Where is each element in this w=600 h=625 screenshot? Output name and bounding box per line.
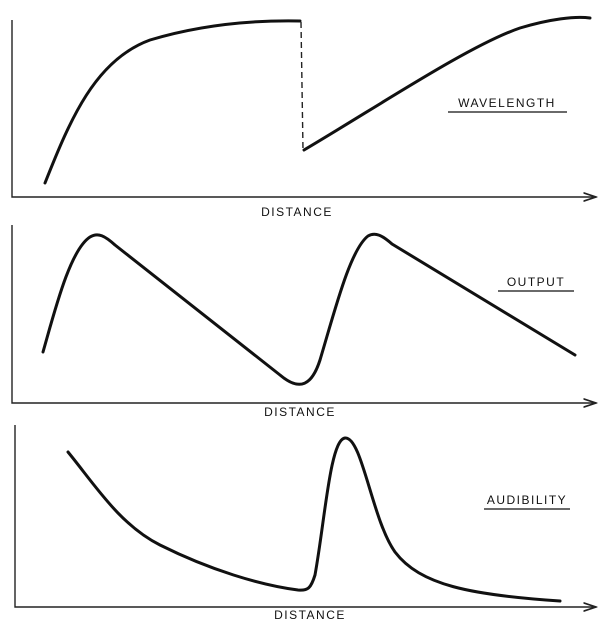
curve [302,15,592,152]
axes [14,425,596,607]
curve [66,436,562,603]
curve-label: OUTPUT [507,275,565,289]
curve [41,232,577,386]
curve [43,19,302,185]
x-axis-label: DISTANCE [264,405,336,419]
panel-wavelength: WAVELENGTH DISTANCE [11,15,596,219]
curve-label: AUDIBILITY [487,493,567,507]
x-axis-label: DISTANCE [261,205,333,219]
curve-label: WAVELENGTH [458,96,556,110]
axes [11,225,596,403]
dashed-drop [300,21,304,151]
panel-output: OUTPUT DISTANCE [11,225,596,419]
axes [11,20,596,197]
panel-audibility: AUDIBILITY DISTANCE [14,425,596,622]
x-axis-label: DISTANCE [274,608,346,622]
